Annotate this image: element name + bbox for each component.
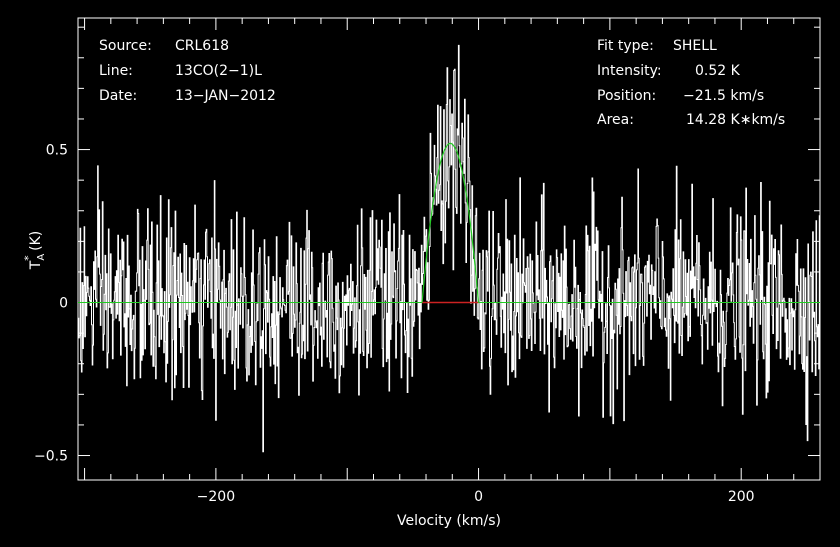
x-tick-label: −200 bbox=[197, 489, 235, 505]
y-axis-label-sub: A bbox=[36, 254, 47, 261]
y-axis-label-main: T bbox=[28, 260, 44, 270]
spectrum-trace bbox=[78, 44, 820, 453]
info-source-key: Source: bbox=[99, 38, 152, 54]
x-axis-label: Velocity (km/s) bbox=[397, 513, 501, 529]
fit-curve bbox=[421, 142, 480, 303]
info-position-value: −21.5 km/s bbox=[683, 88, 764, 104]
y-tick-label: 0.5 bbox=[46, 143, 68, 159]
info-source-value: CRL618 bbox=[175, 38, 229, 54]
info-area-key: Area: bbox=[597, 112, 634, 128]
y-axis-label: TA* (K) bbox=[22, 231, 47, 270]
y-axis-label-sup: * bbox=[22, 255, 35, 261]
y-axis-label-unit: (K) bbox=[28, 231, 44, 256]
fit-layer bbox=[78, 142, 820, 304]
info-position-key: Position: bbox=[597, 88, 656, 104]
info-line-key: Line: bbox=[99, 63, 133, 79]
spectrum-layer bbox=[78, 44, 820, 453]
info-intensity-key: Intensity: bbox=[597, 63, 662, 79]
info-area-value: 14.28 K∗km/s bbox=[686, 112, 785, 128]
info-fit-type-key: Fit type: bbox=[597, 38, 654, 54]
info-line-value: 13CO(2−1)L bbox=[175, 63, 262, 79]
y-tick-label: 0 bbox=[59, 296, 68, 312]
info-intensity-value: 0.52 K bbox=[695, 63, 741, 79]
y-tick-label: −0.5 bbox=[34, 449, 68, 465]
info-fit-type-value: SHELL bbox=[673, 38, 717, 54]
info-date-key: Date: bbox=[99, 88, 137, 104]
info-date-value: 13−JAN−2012 bbox=[175, 88, 276, 104]
x-tick-label: 0 bbox=[474, 489, 483, 505]
axis-ticks: −200 0 200 −0.5 0 0.5 bbox=[34, 18, 821, 505]
x-tick-label: 200 bbox=[728, 489, 755, 505]
